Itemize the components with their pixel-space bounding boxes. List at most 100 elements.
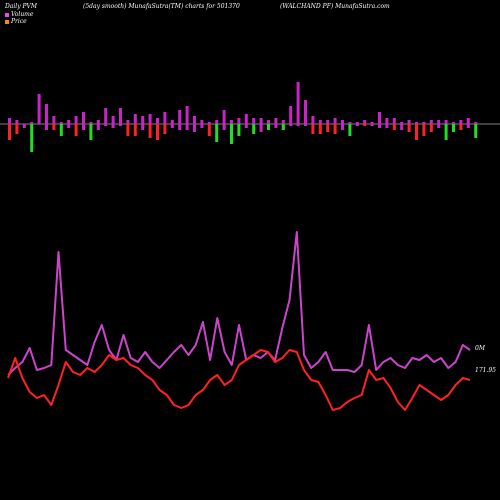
bar-up-55	[415, 122, 418, 124]
bar-up-51	[385, 118, 389, 124]
bar-up-40	[304, 100, 307, 124]
bar-down-56	[422, 124, 426, 136]
bar-down-55	[415, 124, 418, 140]
bar-down-2	[22, 124, 26, 128]
bar-up-24	[185, 106, 189, 124]
bar-down-5	[45, 124, 48, 130]
bar-up-61	[459, 120, 463, 124]
bar-down-3	[30, 124, 34, 152]
bar-up-14	[111, 116, 115, 124]
bar-up-36	[274, 118, 278, 124]
bar-up-3	[30, 122, 34, 124]
bar-down-25	[193, 124, 196, 132]
price-last-label: 171.95	[475, 367, 496, 374]
bar-down-1	[15, 124, 19, 134]
legend-volume-label: Volume	[11, 11, 34, 18]
bar-up-31	[237, 118, 241, 124]
bar-down-62	[466, 124, 470, 128]
bar-down-37	[281, 124, 285, 130]
bar-up-30	[230, 120, 233, 124]
bar-up-20	[156, 118, 159, 124]
bar-up-7	[59, 122, 63, 124]
bar-down-45	[341, 124, 344, 130]
bar-down-22	[170, 124, 174, 128]
bar-down-29	[222, 124, 226, 130]
bar-up-23	[178, 110, 182, 124]
legend-price: Price	[5, 18, 27, 25]
bar-down-61	[459, 124, 463, 130]
bar-down-12	[96, 124, 100, 130]
bar-down-46	[348, 124, 352, 136]
bar-down-7	[59, 124, 63, 136]
bar-down-44	[333, 124, 337, 134]
bar-up-48	[363, 120, 367, 124]
bar-up-29	[222, 110, 226, 124]
bar-up-56	[422, 122, 426, 124]
bar-down-32	[244, 124, 248, 128]
bar-down-54	[407, 124, 411, 132]
bar-up-16	[126, 120, 130, 124]
bar-down-24	[185, 124, 189, 130]
bar-down-40	[304, 124, 307, 126]
bar-up-4	[37, 94, 41, 124]
bar-up-26	[200, 120, 204, 124]
bar-up-63	[474, 122, 478, 124]
bar-down-16	[126, 124, 130, 136]
legend-price-swatch	[5, 19, 9, 24]
bar-up-42	[318, 120, 322, 124]
bar-up-43	[326, 120, 330, 124]
header-symbol: (WALCHAND PF) MunafaSutra.com	[280, 3, 390, 10]
bar-down-30	[230, 124, 233, 144]
bar-down-28	[215, 124, 219, 142]
bar-up-15	[119, 108, 122, 124]
bar-up-60	[452, 122, 455, 124]
bar-up-34	[259, 118, 263, 124]
bar-up-6	[52, 116, 56, 124]
bar-up-38	[289, 106, 293, 124]
bar-down-10	[82, 124, 85, 130]
bar-up-35	[267, 120, 270, 124]
bar-up-62	[466, 118, 470, 124]
volume-line	[7, 231, 471, 376]
bar-down-58	[437, 124, 441, 128]
bar-down-8	[67, 124, 71, 128]
bar-up-45	[341, 120, 344, 124]
bar-down-42	[318, 124, 322, 134]
bar-down-0	[8, 124, 11, 140]
bar-down-9	[74, 124, 78, 136]
bar-down-17	[133, 124, 137, 136]
bar-down-39	[296, 124, 300, 126]
bar-down-63	[474, 124, 478, 138]
header-title: Daily PVM	[5, 3, 38, 10]
bar-down-33	[252, 124, 256, 134]
bar-down-60	[452, 124, 455, 132]
bar-down-26	[200, 124, 204, 128]
bar-up-41	[311, 116, 315, 124]
bar-down-20	[156, 124, 159, 140]
bar-down-43	[326, 124, 330, 132]
bar-up-28	[215, 120, 219, 124]
legend-price-label: Price	[11, 18, 27, 25]
bar-up-22	[170, 120, 174, 124]
bar-up-53	[400, 122, 404, 124]
bar-up-52	[392, 118, 396, 124]
bar-down-31	[237, 124, 241, 136]
bar-down-23	[178, 124, 182, 130]
bar-down-59	[444, 124, 448, 140]
bar-down-52	[392, 124, 396, 130]
bar-down-15	[119, 124, 122, 126]
bar-up-46	[348, 122, 352, 124]
bar-up-21	[163, 112, 167, 124]
price-line	[7, 349, 471, 411]
bar-up-19	[148, 114, 152, 124]
bar-up-9	[74, 116, 78, 124]
bar-down-41	[311, 124, 315, 134]
bar-down-38	[289, 124, 293, 126]
bar-up-59	[444, 120, 448, 124]
bar-down-48	[363, 124, 367, 126]
legend-volume-swatch	[5, 12, 9, 17]
bar-up-49	[370, 122, 374, 124]
bar-up-11	[89, 122, 93, 124]
bar-down-11	[89, 124, 93, 140]
